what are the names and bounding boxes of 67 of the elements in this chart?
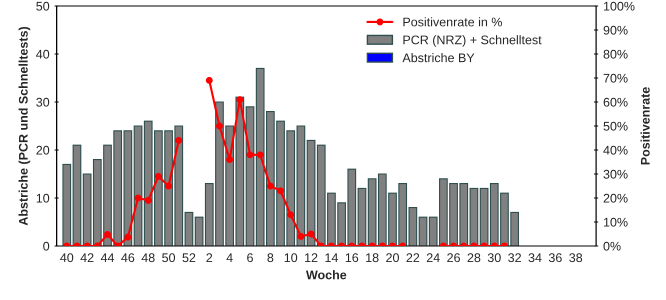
point — [216, 122, 223, 130]
x-tick-label: 46 — [121, 253, 134, 262]
x-tick-label: 48 — [142, 253, 155, 262]
point — [287, 211, 294, 218]
point — [246, 151, 254, 158]
point — [165, 182, 172, 190]
x-tick-label: 44 — [100, 253, 114, 262]
x-tick-label: 18 — [366, 253, 379, 262]
point — [236, 96, 244, 104]
point — [226, 156, 234, 164]
point — [297, 232, 304, 240]
x-tick-label: 12 — [305, 253, 318, 262]
x-tick-label: 2 — [206, 253, 212, 262]
point — [277, 187, 284, 194]
point — [256, 151, 264, 158]
y2-axis-title: Positivenrate — [640, 87, 650, 164]
legend-label: Positivenrate in % — [403, 17, 502, 26]
y2-tick-label: 90% — [604, 26, 628, 35]
point — [206, 76, 213, 84]
x-tick-label: 38 — [569, 253, 582, 262]
y-axis-title: Abstriche (PCR und Schnelltests) — [18, 26, 30, 226]
y-tick-label: 50 — [36, 2, 50, 11]
x-tick-label: 50 — [162, 253, 176, 262]
point — [308, 230, 315, 238]
x-tick-label: 6 — [247, 253, 253, 262]
y-tick-label: 20 — [36, 146, 50, 155]
y2-tick-label: 0% — [604, 242, 621, 251]
x-tick-label: 26 — [447, 253, 460, 262]
legend-label: PCR (NRZ) + Schnelltest — [403, 35, 542, 47]
x-tick-label: 40 — [60, 253, 74, 262]
x-tick-label: 42 — [80, 253, 94, 262]
x-tick-label: 52 — [182, 253, 196, 262]
x-tick-label: 28 — [468, 253, 480, 262]
y2-tick-label: 10% — [604, 218, 628, 227]
x-tick-label: 8 — [267, 253, 274, 262]
x-tick-label: 30 — [488, 253, 501, 262]
x-tick-label: 4 — [226, 253, 233, 262]
x-tick-label: 22 — [406, 253, 420, 262]
point — [175, 136, 182, 144]
y2-tick-label: 40% — [603, 146, 628, 155]
y2-tick-label: 20% — [604, 194, 628, 203]
y2-tick-label: 70% — [604, 74, 628, 83]
y-tick-label: 0 — [43, 242, 50, 251]
point — [266, 182, 274, 190]
point — [154, 172, 162, 180]
x-axis-title: Woche — [306, 270, 346, 280]
point — [134, 194, 142, 202]
x-tick-label: 10 — [284, 253, 298, 262]
y2-tick-label: 80% — [604, 50, 628, 59]
x-tick-label: 20 — [386, 253, 399, 262]
point — [144, 196, 152, 204]
y2-tick-label: 30% — [603, 170, 628, 179]
x-tick-label: 16 — [346, 253, 358, 262]
x-tick-label: 14 — [325, 253, 338, 262]
point — [124, 234, 132, 241]
y-tick-label: 30 — [36, 98, 50, 107]
x-tick-label: 24 — [426, 253, 440, 262]
x-tick-label: 34 — [528, 253, 542, 262]
y2-tick-label: 60% — [604, 98, 628, 107]
legend-label: Abstriche BY — [402, 53, 474, 62]
y-tick-label: 40 — [36, 50, 50, 59]
y2-tick-label: 50% — [604, 122, 628, 131]
point — [104, 231, 111, 238]
y-tick-label: 10 — [36, 194, 50, 203]
x-tick-label: 32 — [508, 253, 521, 262]
y2-tick-label: 100% — [604, 2, 635, 11]
x-tick-label: 36 — [548, 253, 562, 262]
